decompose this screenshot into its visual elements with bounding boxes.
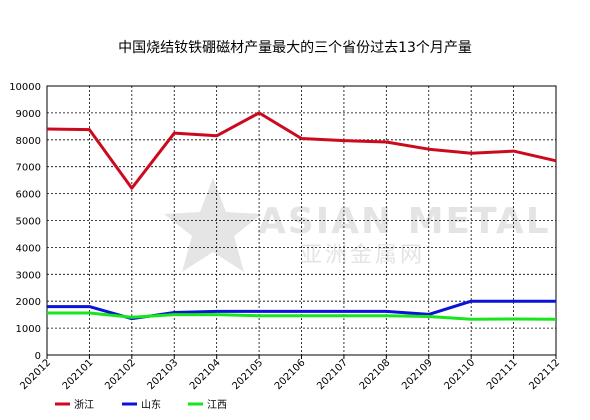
- x-tick-label: 202102: [103, 357, 138, 392]
- x-tick-label: 202112: [527, 357, 562, 392]
- y-tick-label: 2000: [16, 297, 41, 308]
- legend-label: 浙江: [74, 399, 94, 411]
- watermark-text-cn: 亚洲金属网: [300, 243, 425, 268]
- y-tick-label: 1000: [16, 324, 41, 335]
- legend: 浙江 山东 江西: [55, 398, 227, 411]
- legend-label: 山东: [141, 398, 161, 411]
- series-line-0: [46, 111, 557, 190]
- x-tick-label: 202101: [61, 357, 96, 392]
- y-tick-label: 10000: [9, 82, 41, 93]
- y-tick-label: 5000: [16, 217, 41, 228]
- x-tick-label: 202111: [485, 357, 520, 392]
- y-tick-label: 0: [35, 351, 41, 362]
- x-tick-label: 202110: [443, 357, 478, 392]
- legend-label: 江西: [207, 399, 227, 411]
- x-tick-label: 202107: [315, 357, 350, 392]
- y-tick-label: 3000: [16, 270, 41, 281]
- x-tick-label: 202105: [230, 357, 265, 392]
- series-lines: [46, 111, 557, 321]
- y-tick-label: 7000: [16, 163, 41, 174]
- y-tick-label: 4000: [16, 243, 41, 254]
- x-tick-label: 202104: [188, 357, 223, 392]
- y-tick-label: 6000: [16, 190, 41, 201]
- x-tick-label: 202108: [358, 357, 393, 392]
- x-tick-label: 202012: [18, 357, 53, 392]
- y-tick-label: 8000: [16, 136, 41, 147]
- series-line-2: [47, 311, 557, 321]
- x-tick-label: 202106: [273, 357, 308, 392]
- watermark-star-icon: [164, 178, 262, 272]
- x-tick-label: 202103: [146, 357, 181, 392]
- y-tick-label: 9000: [16, 109, 41, 120]
- watermark-text-en: ASIAN METAL: [258, 201, 551, 242]
- x-tick-label: 202109: [400, 357, 435, 392]
- chart-title: 中国烧结钕铁硼磁材产量最大的三个省份过去13个月产量: [118, 40, 472, 56]
- watermark-logo: ASIAN METAL 亚洲金属网: [164, 178, 551, 272]
